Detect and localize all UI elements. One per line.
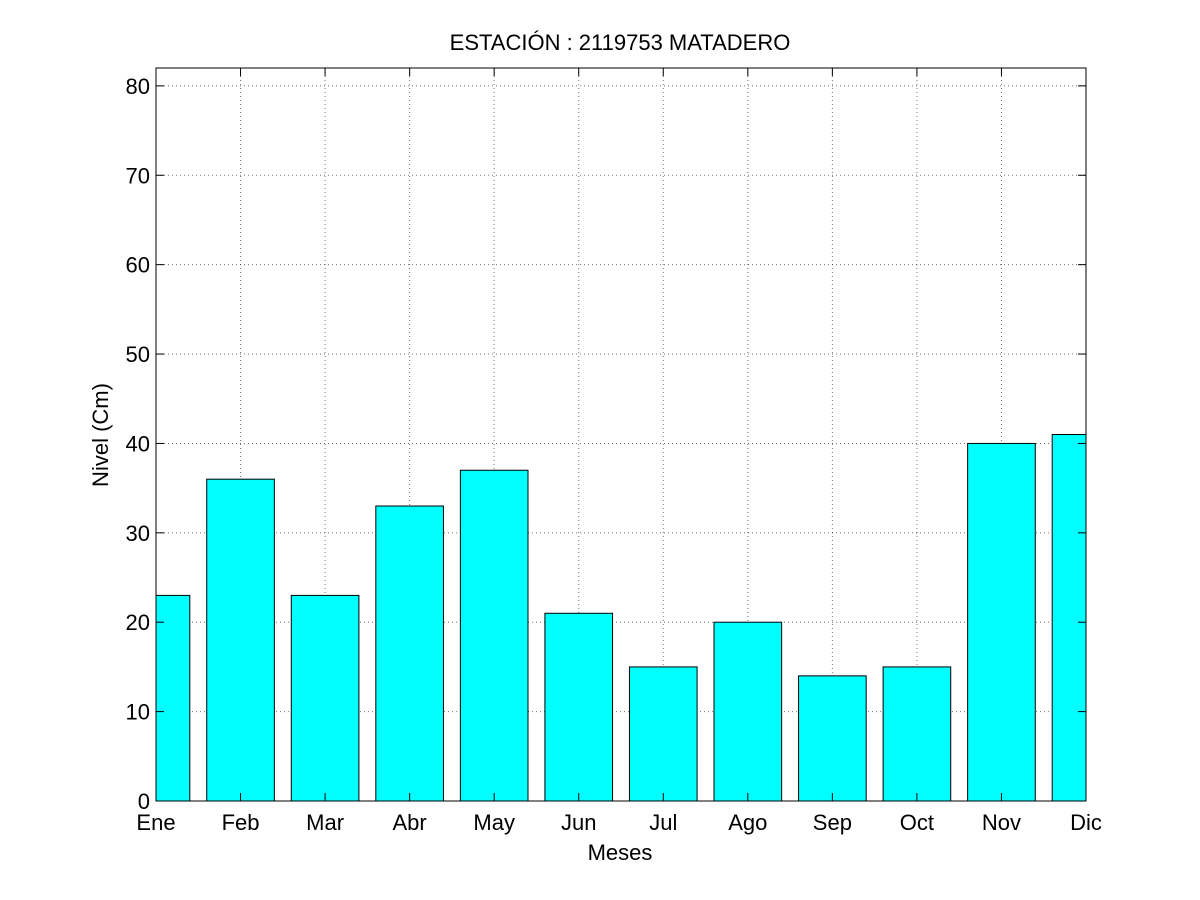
bar-jun	[544, 612, 614, 802]
x-tick-label: Ene	[136, 810, 175, 835]
bar-ago	[713, 621, 783, 802]
x-tick-label: Jul	[649, 810, 677, 835]
x-tick-label: Mar	[306, 810, 344, 835]
y-tick-label: 60	[126, 253, 150, 278]
y-tick-label: 70	[126, 163, 150, 188]
bar-dic	[1051, 434, 1087, 802]
bars	[155, 434, 1087, 802]
x-tick-label: May	[473, 810, 515, 835]
x-tick-label: Sep	[813, 810, 852, 835]
x-tick-label: Jun	[561, 810, 596, 835]
y-tick-label: 50	[126, 342, 150, 367]
y-tick-label: 20	[126, 610, 150, 635]
bar-feb	[206, 478, 275, 802]
axis-ticks: 0 10 20 30 40 50 60 70 80 Ene Feb Mar Abr May Jun Jul Ag…	[126, 68, 1102, 835]
y-tick-label: 0	[138, 789, 150, 814]
bar-mar	[290, 594, 360, 802]
bar-nov	[967, 442, 1036, 802]
bar-ene	[155, 594, 191, 802]
bar-jul	[628, 666, 698, 802]
bar-may	[459, 469, 529, 802]
plot-frame	[155, 67, 1087, 802]
y-tick-label: 30	[126, 521, 150, 546]
x-tick-label: Feb	[222, 810, 260, 835]
x-tick-label: Dic	[1070, 810, 1102, 835]
y-tick-label: 80	[126, 74, 150, 99]
y-axis-label: Nivel (Cm)	[88, 383, 113, 487]
x-axis-label: Meses	[588, 840, 653, 865]
x-tick-label: Nov	[982, 810, 1021, 835]
y-tick-label: 10	[126, 700, 150, 725]
y-tick-label: 40	[126, 431, 150, 456]
chart-title: ESTACIÓN : 2119753 MATADERO	[450, 30, 791, 55]
x-tick-label: Ago	[728, 810, 767, 835]
bar-oct	[882, 666, 952, 802]
bar-abr	[375, 505, 444, 802]
x-tick-label: Oct	[900, 810, 934, 835]
x-tick-label: Abr	[393, 810, 427, 835]
bar-sep	[798, 675, 867, 802]
